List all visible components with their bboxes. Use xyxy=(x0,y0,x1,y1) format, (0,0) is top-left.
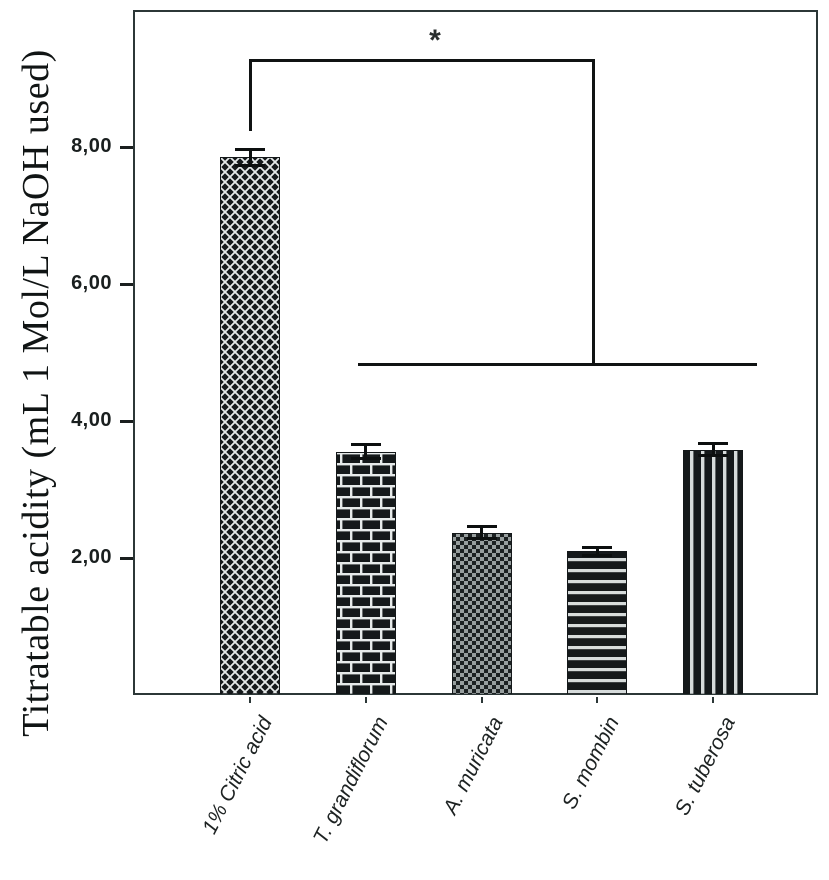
error-bar-line xyxy=(595,547,599,556)
significance-bracket-left-drop xyxy=(248,58,252,132)
x-tick-mark xyxy=(712,697,715,703)
error-bar-cap-top xyxy=(235,147,265,151)
bar-s-tuberosa xyxy=(683,449,744,694)
y-tick-label: 6,00 xyxy=(71,272,112,294)
y-tick-label: 4,00 xyxy=(71,409,112,431)
x-tick-mark xyxy=(596,697,599,703)
bar-a-muricata xyxy=(451,532,512,694)
error-bar-line xyxy=(248,149,252,166)
bar-1-citric-acid xyxy=(220,157,280,694)
y-tick-mark xyxy=(120,145,133,149)
y-tick-mark xyxy=(120,556,133,560)
significance-group-line xyxy=(357,363,758,367)
y-tick-mark xyxy=(120,282,133,286)
y-tick-mark xyxy=(120,419,133,423)
significance-bracket-connector xyxy=(591,58,595,367)
x-tick-label-2: T. grandiflorum xyxy=(308,713,393,848)
error-bar-line xyxy=(711,443,715,456)
bar-s-mombin xyxy=(567,551,628,694)
error-bar-cap-bottom xyxy=(235,163,265,167)
significance-bracket-top xyxy=(248,58,595,62)
error-bar-cap-bottom xyxy=(698,454,729,458)
bar-t-grandiflorum xyxy=(335,451,396,694)
error-bar-cap-top xyxy=(350,443,381,447)
error-bar-line xyxy=(364,444,368,459)
error-bar-cap-top xyxy=(698,442,729,446)
error-bar-cap-bottom xyxy=(466,537,497,541)
x-tick-mark xyxy=(480,697,483,703)
error-bar-cap-bottom xyxy=(582,553,613,557)
error-bar-line xyxy=(480,526,484,539)
x-tick-label-5: S. tuberosa xyxy=(670,713,740,820)
significance-asterisk: * xyxy=(429,24,441,57)
error-bar-cap-top xyxy=(582,545,613,549)
x-tick-mark xyxy=(249,697,251,703)
error-bar-cap-bottom xyxy=(350,457,381,461)
x-tick-mark xyxy=(364,697,367,703)
x-tick-label-4: S. mombin xyxy=(557,713,624,813)
error-bar-cap-top xyxy=(466,524,497,528)
x-tick-label-3: A. muricata xyxy=(439,713,509,819)
y-tick-label: 2,00 xyxy=(71,546,112,568)
x-tick-label-1: 1% Citric acid xyxy=(197,713,277,838)
y-tick-label: 8,00 xyxy=(71,135,112,157)
